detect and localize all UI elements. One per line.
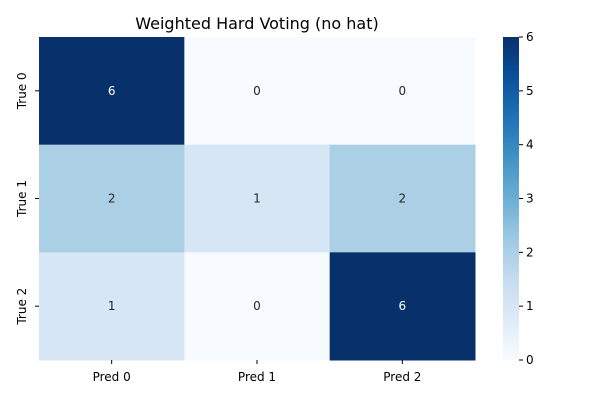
heatmap-cell-r2-c2	[329, 252, 476, 361]
colorbar-tick-label: 2	[526, 245, 534, 259]
y-axis: True 0 True 1 True 2	[15, 72, 39, 326]
y-tick-label: True 2	[15, 288, 29, 326]
heatmap-cell-r1-c2	[329, 144, 476, 253]
cell-value-r0-c0: 6	[108, 84, 116, 98]
cell-value-r1-c1: 1	[253, 192, 261, 206]
heatmap-cell-r2-c0	[39, 252, 185, 361]
heatmap-cell-r2-c1	[184, 252, 331, 361]
colorbar-tick-label: 1	[526, 299, 534, 313]
cell-value-r2-c1: 0	[253, 299, 261, 313]
x-tick-label: Pred 0	[93, 370, 131, 384]
cell-value-r1-c0: 2	[108, 192, 116, 206]
heatmap-cell-r0-c0	[39, 37, 185, 146]
colorbar-gradient	[503, 37, 519, 360]
heatmap-cell-r1-c1	[184, 144, 331, 253]
heatmap-cell-r0-c1	[184, 37, 331, 146]
colorbar-tick-label: 6	[526, 30, 534, 44]
cell-value-r2-c2: 6	[399, 299, 407, 313]
cell-value-r0-c2: 0	[399, 84, 407, 98]
colorbar-tick-label: 5	[526, 84, 534, 98]
x-axis: Pred 0 Pred 1 Pred 2	[93, 360, 421, 384]
x-tick-label: Pred 1	[238, 370, 276, 384]
colorbar-tick-label: 0	[526, 353, 534, 367]
heatmap-cell-r1-c0	[39, 144, 185, 253]
cell-value-r2-c0: 1	[108, 299, 116, 313]
colorbar-tick-label: 4	[526, 138, 534, 152]
x-tick-label: Pred 2	[383, 370, 421, 384]
cell-value-r1-c2: 2	[399, 192, 407, 206]
heatmap-cells: 6 0 0 2 1 2 1 0 6	[39, 37, 476, 361]
cell-value-r0-c1: 0	[253, 84, 261, 98]
colorbar: 0 1 2 3 4 5 6	[503, 30, 534, 367]
chart-title: Weighted Hard Voting (no hat)	[135, 14, 379, 33]
colorbar-tick-label: 3	[526, 192, 534, 206]
heatmap-cell-r0-c2	[329, 37, 476, 146]
y-tick-label: True 0	[15, 72, 29, 110]
y-tick-label: True 1	[15, 180, 29, 218]
